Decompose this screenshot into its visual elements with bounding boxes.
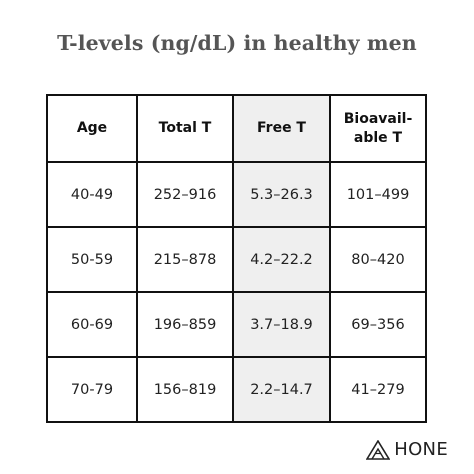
age-cell: 70-79: [46, 356, 138, 423]
table-row: 70-79 156–819 2.2–14.7 41–279: [46, 356, 427, 423]
bioavailable-t-cell: 80–420: [329, 226, 427, 293]
age-cell: 60-69: [46, 291, 138, 358]
bioavailable-t-cell: 101–499: [329, 161, 427, 228]
table-row: 50-59 215–878 4.2–22.2 80–420: [46, 226, 427, 293]
age-cell: 40-49: [46, 161, 138, 228]
testosterone-table: Age Total T Free T Bioavail-able T 40-49…: [46, 94, 427, 423]
page-title: T-levels (ng/dL) in healthy men: [57, 31, 417, 55]
free-t-cell: 2.2–14.7: [232, 356, 331, 423]
header-free-t: Free T: [232, 94, 331, 163]
mountain-triangle-icon: [366, 439, 391, 460]
brand-logo: HONE: [366, 439, 448, 460]
free-t-cell: 3.7–18.9: [232, 291, 331, 358]
bioavailable-t-cell: 69–356: [329, 291, 427, 358]
bioavailable-t-cell: 41–279: [329, 356, 427, 423]
age-cell: 50-59: [46, 226, 138, 293]
header-bioavailable-line1: Bioavail-: [343, 110, 413, 127]
header-total-t: Total T: [136, 94, 234, 163]
total-t-cell: 215–878: [136, 226, 234, 293]
table-header-row: Age Total T Free T Bioavail-able T: [46, 94, 427, 163]
total-t-cell: 156–819: [136, 356, 234, 423]
free-t-cell: 5.3–26.3: [232, 161, 331, 228]
total-t-cell: 252–916: [136, 161, 234, 228]
free-t-cell: 4.2–22.2: [232, 226, 331, 293]
header-bioavailable-t: Bioavail-able T: [329, 94, 427, 163]
header-bioavailable-line2: able T: [353, 129, 403, 146]
header-age: Age: [46, 94, 138, 163]
brand-name: HONE: [394, 439, 448, 460]
total-t-cell: 196–859: [136, 291, 234, 358]
table-row: 60-69 196–859 3.7–18.9 69–356: [46, 291, 427, 358]
table-row: 40-49 252–916 5.3–26.3 101–499: [46, 161, 427, 228]
